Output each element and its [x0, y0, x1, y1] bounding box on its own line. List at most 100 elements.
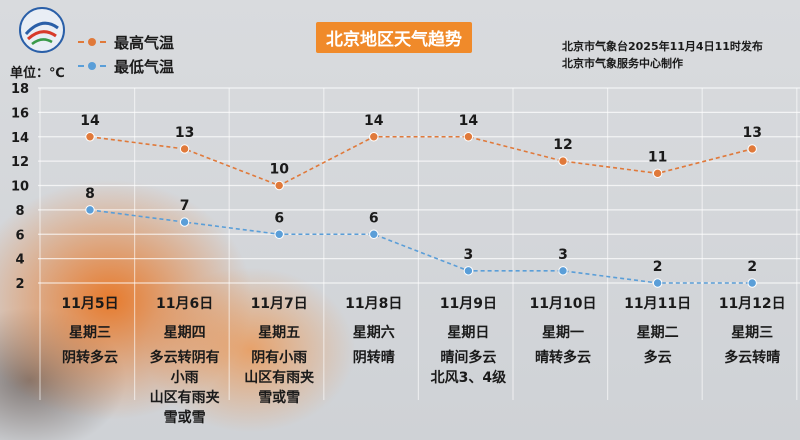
day-weather: 晴转多云 — [519, 348, 607, 368]
chart-title: 北京地区天气趋势 — [316, 22, 472, 53]
day-weather: 多云转阴有 小雨 山区有雨夹 雪或雪 — [141, 348, 229, 428]
day-weekday: 星期三 — [69, 325, 111, 341]
high-point — [85, 132, 95, 142]
low-data-label: 3 — [558, 247, 568, 263]
day-weather: 晴间多云 北风3、4级 — [424, 348, 512, 388]
day-date: 11月9日 — [439, 296, 497, 312]
day-date: 11月6日 — [155, 296, 214, 312]
y-tick-label: 4 — [15, 253, 24, 268]
day-column: 11月8日星期六阴转晴 — [330, 290, 418, 368]
low-data-label: 7 — [180, 198, 190, 214]
high-data-label: 13 — [742, 125, 761, 141]
day-column: 11月7日星期五阴有小雨山区有雨夹雪或雪 — [235, 290, 323, 408]
day-weather: 阴转多云 — [46, 348, 134, 368]
day-date: 11月10日 — [529, 296, 597, 312]
high-point — [747, 144, 757, 154]
day-weather-line: 晴间多云 — [440, 350, 497, 366]
day-column: 11月11日 星期二多云 — [614, 290, 702, 368]
high-point — [463, 132, 474, 142]
day-weather-line: 阴转晴 — [352, 350, 395, 366]
day-weather-line: 小雨 — [170, 370, 199, 386]
low-data-label: 6 — [274, 210, 284, 226]
high-point — [274, 180, 284, 191]
meteorological-logo — [19, 7, 65, 53]
low-data-label: 2 — [653, 259, 663, 275]
low-point — [369, 229, 379, 239]
day-weather-line: 多云转晴 — [724, 350, 781, 366]
legend: 最高气温 最低气温 — [78, 30, 174, 78]
publisher-line-2: 北京市气象服务中心制作 — [562, 57, 683, 70]
series-line-low — [89, 209, 753, 284]
y-tick-label: 10 — [11, 180, 29, 195]
day-weekday: 星期二 — [636, 325, 679, 341]
low-data-label: 3 — [464, 247, 474, 263]
low-point — [274, 229, 284, 239]
high-point — [179, 144, 190, 154]
low-point — [652, 278, 663, 288]
day-column: 11月9日 星期日 晴间多云 北风3、4级 — [424, 290, 512, 388]
legend-item-low: 最低气温 — [78, 54, 174, 78]
day-date: 11月12日 — [718, 296, 786, 312]
day-column: 11月5日星期三阴转多云 — [46, 290, 134, 368]
legend-line-high — [78, 38, 106, 46]
day-weekday: 星期六 — [352, 325, 395, 341]
y-tick-label: 18 — [11, 82, 29, 97]
publisher-info: 北京市气象台2025年11月4日11时发布 北京市气象服务中心制作 — [562, 38, 763, 72]
day-weather-line: 晴转多云 — [535, 350, 591, 366]
day-weather-line: 阴有小雨 — [251, 350, 308, 366]
high-data-label: 14 — [459, 113, 479, 129]
day-date: 11月11日 — [624, 296, 692, 312]
day-weekday: 星期四 — [163, 325, 206, 341]
high-data-label: 10 — [269, 162, 289, 178]
day-weather-line: 山区有雨夹 — [149, 390, 220, 406]
unit-label: 单位：℃ — [10, 66, 65, 81]
high-data-label: 14 — [364, 113, 384, 129]
y-tick-label: 2 — [15, 277, 24, 292]
day-weather: 阴转晴 — [330, 348, 418, 368]
low-point — [747, 278, 757, 288]
high-point — [369, 132, 379, 142]
low-point — [179, 217, 190, 227]
day-column: 11月10日 星期一晴转多云 — [519, 290, 607, 368]
day-column: 11月6日 星期四 多云转阴有 小雨 山区有雨夹 雪或雪 — [141, 290, 229, 428]
high-data-label: 14 — [80, 113, 100, 129]
day-weekday: 星期三 — [731, 325, 774, 341]
legend-label-low: 最低气温 — [114, 57, 175, 76]
day-weather-line: 阴转多云 — [62, 350, 118, 366]
y-tick-label: 6 — [15, 228, 24, 243]
day-weather-line: 多云 — [643, 350, 672, 366]
y-tick-label: 12 — [11, 155, 29, 170]
day-date: 11月8日 — [345, 296, 403, 312]
day-weather-line: 雪或雪 — [258, 390, 301, 406]
high-point — [652, 168, 663, 179]
high-data-label: 12 — [553, 137, 572, 153]
day-weather: 多云转晴 — [708, 348, 796, 368]
day-weather-line: 山区有雨夹 — [244, 370, 315, 386]
y-tick-label: 8 — [15, 204, 24, 219]
high-data-label: 13 — [175, 125, 194, 141]
y-tick-label: 16 — [11, 106, 29, 121]
legend-label-high: 最高气温 — [114, 33, 175, 52]
day-weather: 多云 — [614, 348, 702, 368]
legend-item-high: 最高气温 — [78, 30, 174, 54]
day-weather-line: 多云转阴有 — [149, 350, 220, 366]
publisher-line-1: 北京市气象台2025年11月4日11时发布 — [562, 40, 763, 53]
low-data-label: 2 — [747, 259, 757, 275]
day-weather: 阴有小雨山区有雨夹雪或雪 — [235, 348, 323, 408]
low-point — [463, 266, 474, 276]
day-weekday: 星期一 — [542, 325, 584, 341]
day-column: 11月12日 星期三多云转晴 — [708, 290, 796, 368]
day-date: 11月7日 — [250, 296, 308, 312]
legend-marker-high — [88, 38, 96, 46]
low-point — [85, 205, 95, 215]
series-line-high — [89, 135, 753, 187]
day-weekday: 星期五 — [258, 325, 301, 341]
low-point — [558, 266, 568, 276]
legend-line-low — [78, 62, 106, 70]
legend-marker-low — [88, 62, 96, 70]
day-date: 11月5日 — [61, 296, 119, 312]
low-data-label: 8 — [85, 186, 95, 202]
high-data-label: 11 — [648, 149, 667, 165]
